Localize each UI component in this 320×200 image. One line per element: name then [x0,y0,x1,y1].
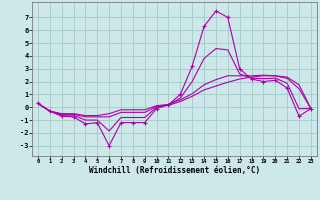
X-axis label: Windchill (Refroidissement éolien,°C): Windchill (Refroidissement éolien,°C) [89,166,260,175]
